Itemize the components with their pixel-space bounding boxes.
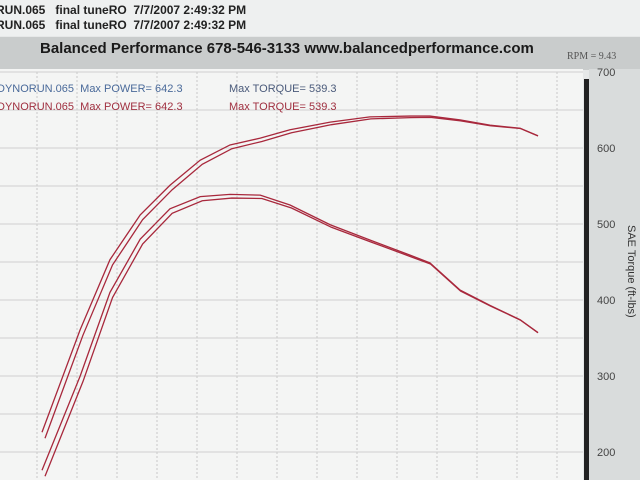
chart-title: Balanced Performance 678-546-3133 www.ba…	[40, 40, 534, 57]
y-tick-label: 300	[597, 371, 616, 383]
header-line: RUN.065 final tuneRO 7/7/2007 2:49:32 PM	[0, 18, 247, 32]
axis-margin	[589, 69, 640, 480]
header-line: RUN.065 final tuneRO 7/7/2007 2:49:32 PM	[0, 3, 247, 17]
y-tick-label: 400	[597, 295, 616, 307]
legend-entry-1: DYNORUN.065 Max POWER= 642.3	[0, 83, 183, 95]
rpm-label: RPM = 9.43	[567, 51, 617, 62]
legend-torque-1: Max TORQUE= 539.3	[229, 83, 337, 95]
power-curve-run-2	[44, 116, 539, 439]
torque-curve-run-2	[44, 197, 539, 477]
report-header	[0, 0, 640, 36]
y-tick-label: 700	[597, 67, 616, 79]
power-curve-run-1	[41, 115, 539, 433]
y-tick-label: 600	[597, 143, 616, 155]
legend-torque-2: Max TORQUE= 539.3	[229, 101, 337, 113]
title-band	[0, 37, 640, 70]
torque-curve-run-1	[41, 193, 539, 471]
y-tick-label: 200	[597, 447, 616, 459]
axis-bar	[584, 79, 589, 480]
legend-entry-2: DYNORUN.065 Max POWER= 642.3	[0, 101, 183, 113]
y-tick-label: 500	[597, 219, 616, 231]
plot-area	[0, 69, 583, 480]
